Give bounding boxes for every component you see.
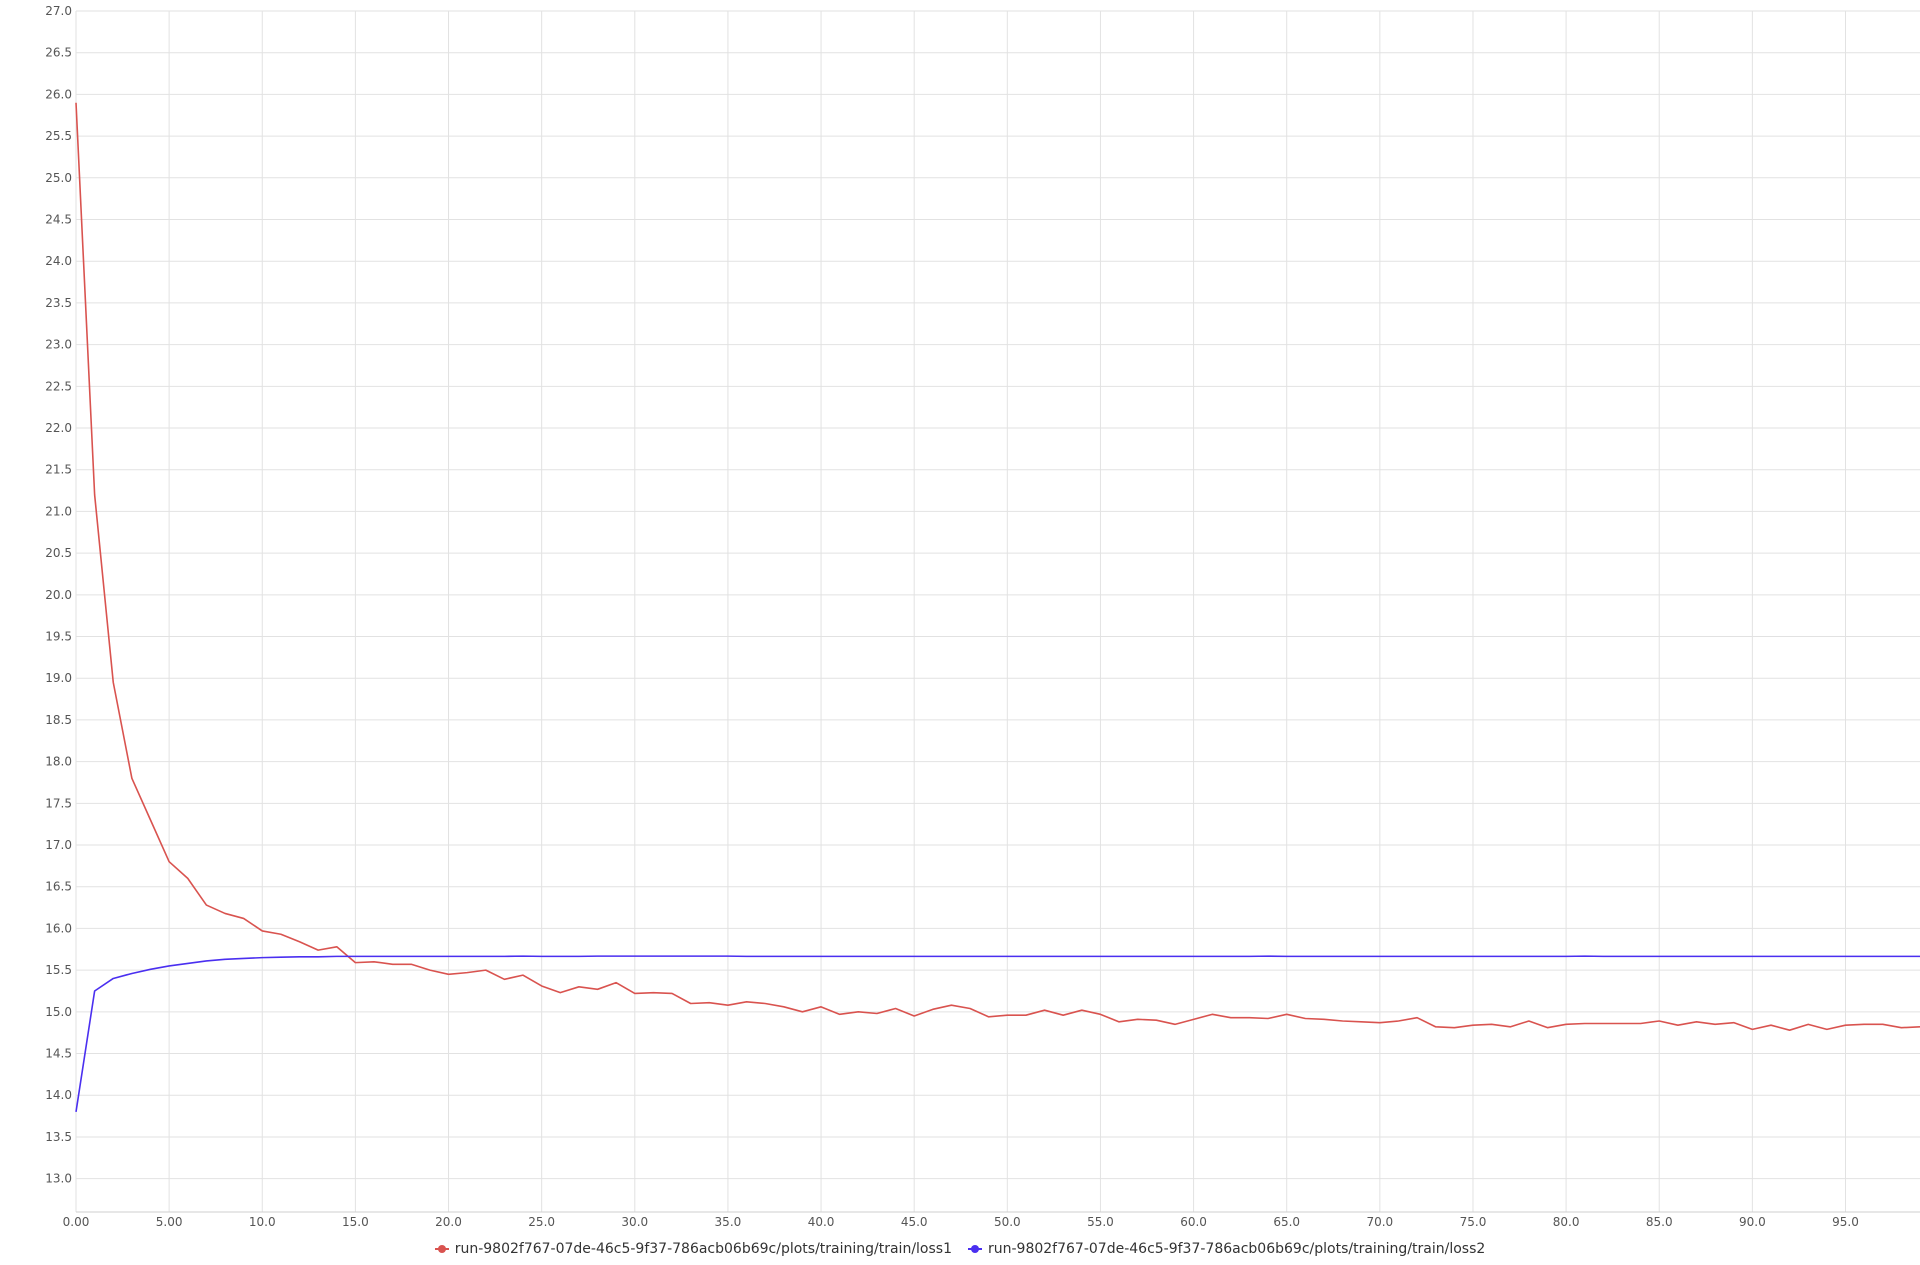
y-tick-label: 19.0 [45, 671, 72, 685]
x-tick-label: 45.0 [901, 1215, 928, 1229]
legend-marker-loss2 [968, 1244, 982, 1254]
x-tick-label: 25.0 [528, 1215, 555, 1229]
x-tick-label: 75.0 [1460, 1215, 1487, 1229]
grid [75, 10, 1920, 1213]
x-tick-label: 15.0 [342, 1215, 369, 1229]
legend-marker-loss1 [434, 1244, 449, 1254]
x-tick-label: 80.0 [1553, 1215, 1580, 1229]
x-tick-label: 10.0 [249, 1215, 276, 1229]
legend: run-9802f767-07de-46c5-9f37-786acb06b69c… [0, 1238, 1920, 1260]
x-tick-label: 30.0 [621, 1215, 648, 1229]
y-tick-label: 26.0 [45, 87, 72, 101]
y-tick-label: 19.5 [45, 630, 72, 644]
y-tick-label: 15.5 [45, 963, 72, 977]
y-tick-label: 26.5 [45, 46, 72, 60]
y-axis-ticks: 13.0 13.5 14.0 14.5 15.0 15.5 16.0 16.5 17.0 17.5… [45, 4, 72, 1186]
y-tick-label: 13.0 [45, 1172, 72, 1186]
y-tick-label: 25.5 [45, 129, 72, 143]
x-tick-label: 40.0 [808, 1215, 835, 1229]
x-tick-label: 5.00 [156, 1215, 183, 1229]
x-axis-ticks: 0.00 5.00 10.0 15.0 20.0 25.0 30.0 35.0 40.0 45.0… [63, 1215, 1859, 1229]
x-tick-label: 0.00 [63, 1215, 90, 1229]
y-tick-label: 20.0 [45, 588, 72, 602]
x-tick-label: 55.0 [1087, 1215, 1114, 1229]
y-tick-label: 23.5 [45, 296, 72, 310]
y-tick-label: 24.0 [45, 254, 72, 268]
x-tick-label: 70.0 [1366, 1215, 1393, 1229]
legend-item-loss1[interactable]: run-9802f767-07de-46c5-9f37-786acb06b69c… [434, 1241, 952, 1257]
y-tick-label: 27.0 [45, 4, 72, 18]
x-tick-label: 20.0 [435, 1215, 462, 1229]
y-tick-label: 25.0 [45, 171, 72, 185]
legend-label-loss1: run-9802f767-07de-46c5-9f37-786acb06b69c… [454, 1241, 952, 1257]
y-tick-label: 23.0 [45, 338, 72, 352]
y-tick-label: 18.0 [45, 755, 72, 769]
y-tick-label: 16.5 [45, 880, 72, 894]
series-line-loss2[interactable] [75, 955, 1920, 1113]
series-line-loss1[interactable] [75, 102, 1920, 1031]
y-tick-label: 22.5 [45, 379, 72, 393]
y-tick-label: 21.0 [45, 504, 72, 518]
y-tick-label: 14.0 [45, 1088, 72, 1102]
y-tick-label: 20.5 [45, 546, 72, 560]
y-tick-label: 13.5 [45, 1130, 72, 1144]
y-tick-label: 17.5 [45, 796, 72, 810]
y-tick-label: 17.0 [45, 838, 72, 852]
y-tick-label: 22.0 [45, 421, 72, 435]
legend-item-loss2[interactable]: run-9802f767-07de-46c5-9f37-786acb06b69c… [968, 1241, 1485, 1257]
y-tick-label: 18.5 [45, 713, 72, 727]
y-tick-label: 15.0 [45, 1005, 72, 1019]
y-tick-label: 21.5 [45, 463, 72, 477]
x-tick-label: 60.0 [1180, 1215, 1207, 1229]
x-tick-label: 90.0 [1739, 1215, 1766, 1229]
x-tick-label: 65.0 [1273, 1215, 1300, 1229]
series-lines [75, 102, 1920, 1113]
x-tick-label: 85.0 [1646, 1215, 1673, 1229]
y-tick-label: 16.0 [45, 921, 72, 935]
legend-label-loss2: run-9802f767-07de-46c5-9f37-786acb06b69c… [988, 1241, 1486, 1257]
x-tick-label: 35.0 [715, 1215, 742, 1229]
y-tick-label: 14.5 [45, 1047, 72, 1061]
x-tick-label: 50.0 [994, 1215, 1021, 1229]
x-tick-label: 95.0 [1832, 1215, 1859, 1229]
y-tick-label: 24.5 [45, 213, 72, 227]
